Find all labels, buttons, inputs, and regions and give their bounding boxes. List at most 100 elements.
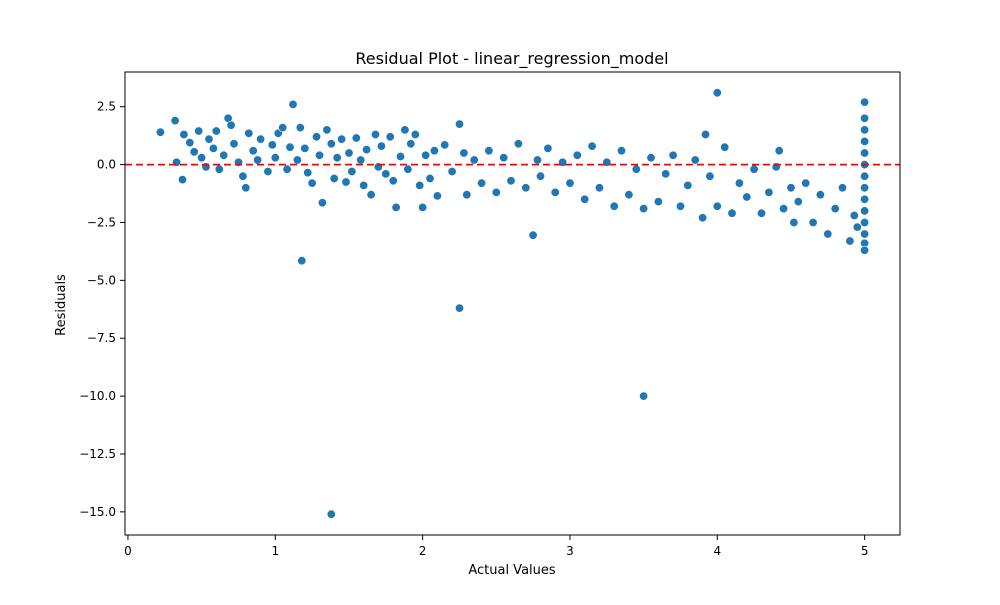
data-point — [376, 141, 386, 151]
data-point — [362, 145, 372, 155]
data-point — [484, 146, 494, 156]
data-point — [764, 187, 774, 197]
data-point — [793, 197, 803, 207]
data-point — [400, 125, 410, 135]
data-point — [565, 178, 575, 188]
data-point — [506, 176, 516, 186]
data-point — [477, 178, 487, 188]
data-point — [749, 164, 759, 174]
data-point — [683, 180, 693, 190]
data-point — [712, 201, 722, 211]
data-point — [194, 126, 204, 136]
data-point — [786, 183, 796, 193]
data-point — [344, 148, 354, 158]
data-point — [462, 190, 472, 200]
data-point — [415, 180, 425, 190]
data-point — [521, 183, 531, 193]
data-point — [779, 204, 789, 214]
data-point — [256, 134, 266, 144]
data-point — [860, 113, 870, 123]
y-tick-label: −12.5 — [79, 447, 116, 461]
data-point — [347, 167, 357, 177]
data-point — [440, 140, 450, 150]
y-tick-label: −10.0 — [79, 389, 116, 403]
data-point — [332, 153, 342, 163]
data-point — [609, 201, 619, 211]
data-point — [543, 143, 553, 153]
data-point — [860, 206, 870, 216]
data-point — [170, 116, 180, 126]
data-point — [178, 175, 188, 185]
data-point — [616, 146, 626, 156]
data-point — [572, 150, 582, 160]
data-point — [322, 125, 332, 135]
data-point — [675, 201, 685, 211]
data-point — [801, 178, 811, 188]
x-axis-label: Actual Values — [468, 563, 556, 578]
data-point — [197, 153, 207, 163]
data-point — [860, 125, 870, 135]
data-point — [311, 132, 321, 142]
data-point — [241, 183, 251, 193]
data-point — [395, 152, 405, 162]
data-point — [830, 204, 840, 214]
data-point — [624, 190, 634, 200]
data-point — [297, 256, 307, 266]
x-tick-label: 0 — [124, 544, 132, 558]
data-point — [418, 202, 428, 212]
data-point — [734, 178, 744, 188]
data-point — [653, 197, 663, 207]
data-point — [845, 236, 855, 246]
data-point — [356, 155, 366, 165]
data-point — [727, 208, 737, 218]
data-point — [300, 143, 310, 153]
data-point — [469, 155, 479, 165]
data-point — [326, 509, 336, 519]
data-point — [267, 140, 277, 150]
data-point — [381, 169, 391, 179]
data-point — [528, 230, 538, 240]
data-point — [513, 139, 523, 149]
data-point — [823, 229, 833, 239]
data-point — [789, 218, 799, 228]
data-point — [720, 142, 730, 152]
y-tick-label: −5.0 — [87, 273, 116, 287]
data-point — [815, 190, 825, 200]
data-point — [189, 147, 199, 157]
data-point — [295, 123, 305, 133]
data-point — [860, 218, 870, 228]
data-point — [631, 164, 641, 174]
data-point — [214, 164, 224, 174]
data-point — [155, 127, 165, 137]
data-point — [307, 178, 317, 188]
data-point — [341, 177, 351, 187]
data-point — [594, 183, 604, 193]
x-tick-label: 4 — [713, 544, 721, 558]
x-tick-label: 3 — [566, 544, 574, 558]
data-point — [204, 134, 214, 144]
y-tick-label: 2.5 — [97, 100, 116, 114]
data-point — [661, 169, 671, 179]
data-point — [185, 138, 195, 148]
x-tick-label: 5 — [861, 544, 869, 558]
data-point — [774, 146, 784, 156]
data-point — [712, 88, 722, 98]
data-point — [756, 208, 766, 218]
data-point — [403, 164, 413, 174]
data-point — [244, 128, 254, 138]
data-point — [366, 190, 376, 200]
data-point — [219, 150, 229, 160]
data-point — [860, 245, 870, 255]
data-point — [282, 164, 292, 174]
data-point — [700, 130, 710, 140]
data-point — [550, 187, 560, 197]
data-point — [860, 229, 870, 239]
data-point — [329, 174, 339, 184]
data-point — [359, 180, 369, 190]
data-point — [211, 126, 221, 136]
x-tick-label: 1 — [271, 544, 279, 558]
y-tick-label: 0.0 — [97, 158, 116, 172]
data-point — [860, 183, 870, 193]
